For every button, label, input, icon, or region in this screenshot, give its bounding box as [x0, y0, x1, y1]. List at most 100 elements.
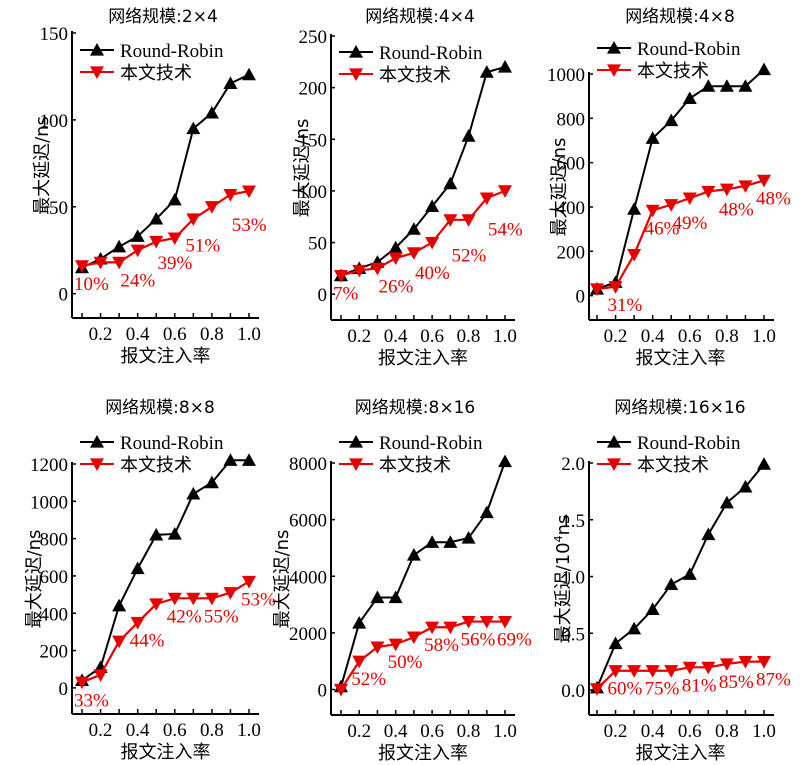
- data-point-proposed: [498, 615, 512, 629]
- data-point-round-robin: [186, 486, 201, 500]
- data-point-round-robin: [498, 454, 512, 468]
- data-point-proposed: [93, 669, 108, 682]
- data-point-round-robin: [479, 505, 494, 519]
- chart-panel-3: 网络规模:4×8 0 200 400 600 800 1000 0.2 0.4 0.6 0.8 1.0…: [547, 7, 791, 369]
- data-point-proposed: [664, 199, 679, 212]
- data-point-round-robin: [719, 79, 734, 92]
- data-point-proposed: [738, 180, 753, 193]
- percent-annotation: 42%: [167, 606, 202, 627]
- x-tick-label: 0.6: [420, 326, 444, 347]
- series-line-proposed: [81, 580, 250, 684]
- chart-title: 网络规模:2×4: [108, 7, 218, 27]
- data-point-round-robin: [406, 548, 421, 561]
- data-point-round-robin: [223, 76, 238, 89]
- series-line-proposed: [596, 660, 764, 690]
- data-point-round-robin: [149, 211, 164, 225]
- data-point-proposed: [223, 189, 238, 202]
- data-point-proposed: [645, 665, 660, 678]
- data-point-round-robin: [719, 495, 734, 509]
- legend-marker-round-robin: [349, 435, 363, 448]
- percent-annotation: 52%: [351, 669, 386, 690]
- x-tick-label: 0.2: [347, 721, 371, 742]
- legend-marker-proposed: [349, 458, 363, 471]
- data-point-round-robin: [149, 527, 164, 541]
- x-axis-label: 报文注入率: [121, 346, 211, 367]
- data-point-proposed: [461, 615, 476, 629]
- data-point-proposed: [719, 183, 734, 197]
- y-axis-label-sup: 4: [552, 535, 565, 542]
- legend-label-proposed: 本文技术: [637, 455, 709, 476]
- data-point-round-robin: [425, 535, 440, 548]
- legend-marker-proposed: [90, 458, 104, 471]
- percent-annotation: 31%: [608, 295, 643, 316]
- series-line-round-robin: [81, 459, 249, 682]
- data-point-proposed: [370, 262, 385, 276]
- data-point-round-robin: [204, 105, 219, 119]
- legend-marker-round-robin: [90, 435, 104, 448]
- legend-marker-round-robin: [607, 435, 621, 448]
- data-point-round-robin: [352, 615, 367, 629]
- data-point-round-robin: [242, 67, 256, 81]
- percent-annotation: 85%: [719, 672, 754, 693]
- percent-annotation: 39%: [158, 253, 193, 274]
- data-point-round-robin: [498, 59, 512, 73]
- data-point-round-robin: [664, 113, 679, 127]
- percent-annotation: 44%: [130, 631, 165, 652]
- percent-annotation: 87%: [756, 670, 791, 691]
- y-tick-label: 200: [299, 79, 328, 100]
- percent-annotation: 54%: [488, 220, 523, 241]
- data-point-round-robin: [443, 535, 458, 548]
- data-point-round-robin: [388, 240, 403, 254]
- data-point-round-robin: [425, 199, 440, 212]
- percent-annotation: 58%: [424, 635, 459, 656]
- x-axis-label: 报文注入率: [121, 742, 211, 763]
- x-axis-label: 报文注入率: [378, 743, 468, 764]
- y-tick-label: 200: [557, 242, 586, 263]
- x-tick-label: 0.4: [126, 720, 150, 741]
- chart-panel-2: 网络规模:4×4 0 50 100 150 200 250 0.2 0.4 0.6 0.8 1.0 报文…: [292, 7, 523, 369]
- chart-title: 网络规模:4×8: [625, 7, 735, 27]
- series-line-round-robin: [340, 461, 506, 687]
- legend-marker-round-robin: [90, 43, 104, 56]
- data-point-proposed: [388, 252, 403, 266]
- y-tick-label: 0: [576, 287, 586, 308]
- percent-annotation: 69%: [497, 630, 532, 651]
- chart-title: 网络规模:8×8: [105, 398, 215, 418]
- percent-annotation: 50%: [388, 652, 423, 673]
- y-tick-label: 200: [40, 642, 69, 663]
- data-point-round-robin: [682, 567, 697, 580]
- chart-title: 网络规模:16×16: [614, 398, 745, 418]
- data-point-proposed: [334, 269, 348, 283]
- x-tick-label: 0.8: [457, 721, 481, 742]
- data-point-round-robin: [664, 577, 679, 591]
- series-line-proposed: [596, 179, 765, 291]
- y-tick-label: 1000: [30, 492, 68, 513]
- data-point-proposed: [204, 592, 219, 606]
- legend-label-round-robin: Round-Robin: [120, 433, 224, 454]
- data-point-proposed: [223, 587, 238, 600]
- legend-marker-proposed: [607, 64, 621, 77]
- x-tick-label: 0.2: [89, 720, 113, 741]
- series-line-round-robin: [81, 73, 250, 269]
- data-point-proposed: [425, 236, 440, 250]
- data-point-round-robin: [388, 590, 403, 604]
- x-tick-label: 1.0: [237, 720, 261, 741]
- percent-annotation: 75%: [645, 679, 680, 700]
- y-tick-label: 250: [299, 27, 328, 48]
- x-tick-label: 0.6: [678, 326, 702, 347]
- chart-panel-1: 网络规模:2×4 0 50 100 150 0.2 0.4 0.6 0.8 1.0 报文注入率 最大延…: [32, 7, 267, 367]
- data-point-proposed: [757, 656, 771, 669]
- y-axis-label: 最大延迟/ns: [272, 530, 293, 629]
- data-point-proposed: [406, 247, 421, 260]
- x-tick-label: 0.2: [604, 326, 628, 347]
- y-tick-label: 150: [299, 130, 328, 151]
- data-point-round-robin: [112, 598, 127, 612]
- data-point-round-robin: [757, 62, 771, 76]
- data-point-round-robin: [627, 621, 642, 635]
- y-tick-label: 400: [40, 604, 69, 625]
- series-line-round-robin: [596, 463, 765, 689]
- x-axis-label: 报文注入率: [378, 348, 468, 369]
- data-point-proposed: [149, 235, 164, 249]
